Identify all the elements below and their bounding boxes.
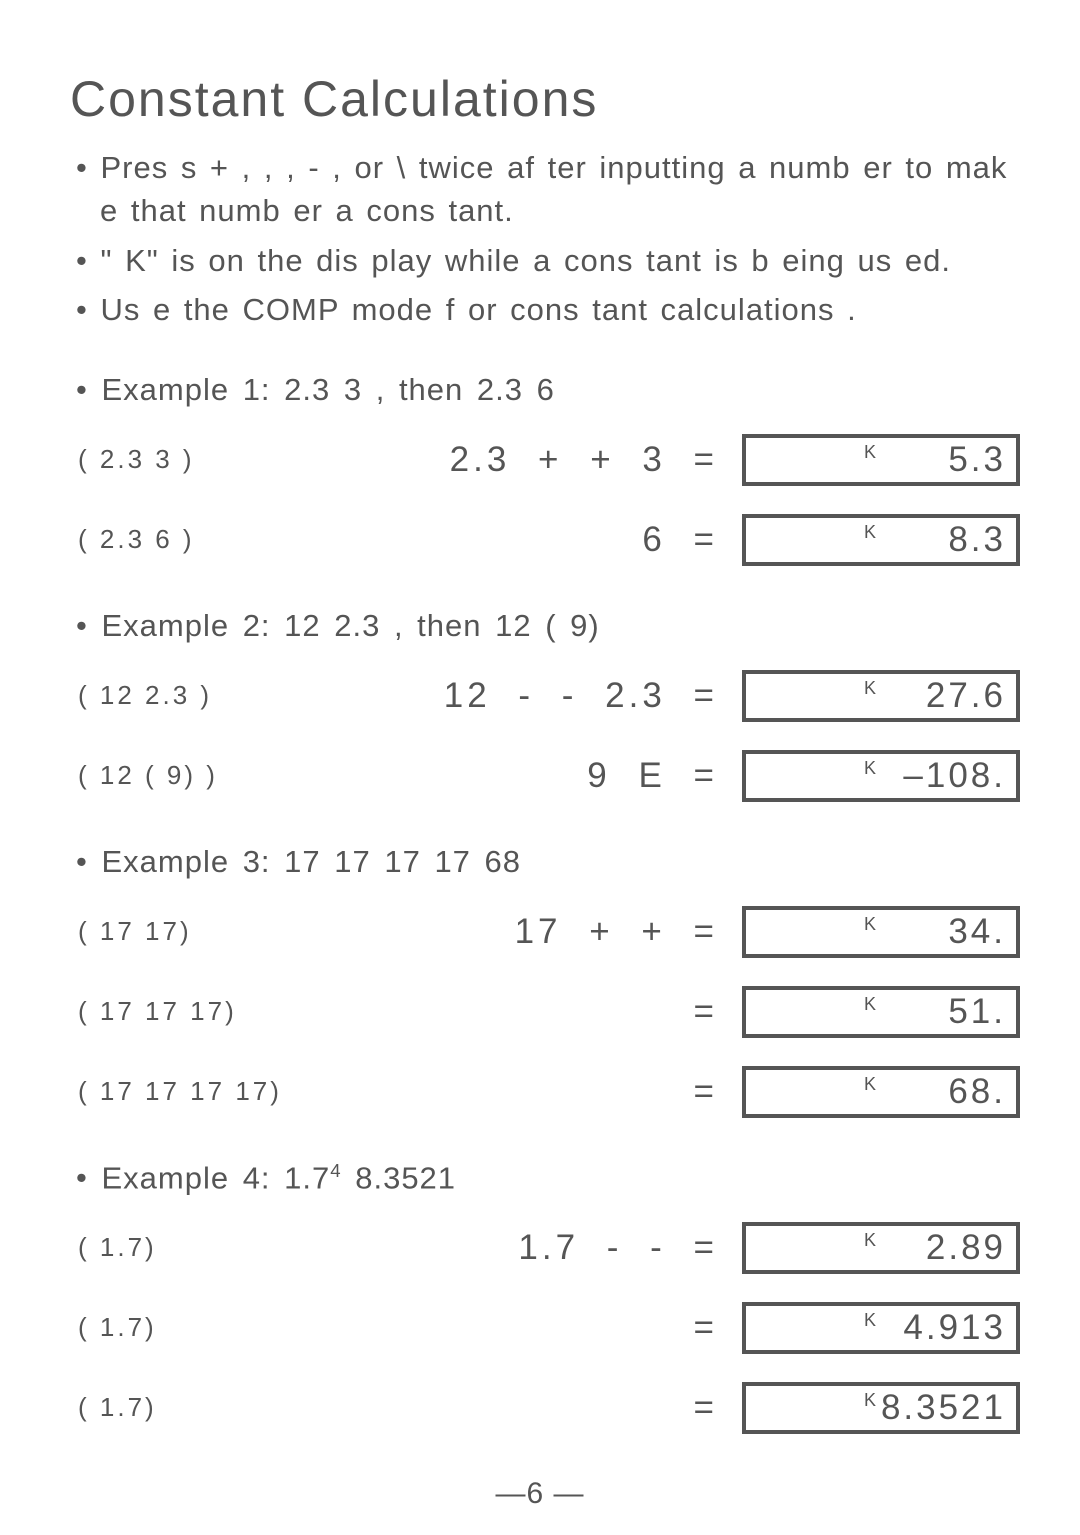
calc-row: ( 17 17 17) = K 51. [70,984,1020,1040]
k-indicator: K [864,1310,876,1331]
key-sequence: 6 = [320,520,742,560]
display-value: 8.3 [948,520,1006,560]
calc-row: ( 1.7) 1.7 - - = K 2.89 [70,1220,1020,1276]
key-sequence: 2.3 + + 3 = [320,440,742,480]
key-sequence: = [320,1388,742,1428]
calc-display: K 51. [742,986,1020,1038]
key-sequence: = [320,1308,742,1348]
display-value: 34. [948,912,1006,952]
display-value: 8.3521 [881,1388,1006,1428]
intro-bullets: Pres s + , , , - , or \ twice af ter inp… [70,146,1020,332]
key-sequence: 9 E = [320,756,742,796]
display-value: 2.89 [926,1228,1006,1268]
k-indicator: K [864,1230,876,1251]
calc-row: ( 12 ( 9) ) 9 E = K –108. [70,748,1020,804]
example-label: Example 4: 1.74 8.3521 [70,1160,1020,1196]
display-value: 68. [948,1072,1006,1112]
paren-expr: ( 1.7) [70,1232,320,1263]
k-indicator: K [864,678,876,699]
calc-row: ( 17 17) 17 + + = K 34. [70,904,1020,960]
k-indicator: K [864,1074,876,1095]
calc-display: K 27.6 [742,670,1020,722]
calc-display: K 8.3521 [742,1382,1020,1434]
calc-display: K 5.3 [742,434,1020,486]
calc-display: K 34. [742,906,1020,958]
k-indicator: K [864,994,876,1015]
k-indicator: K [864,758,876,779]
key-sequence: = [320,1072,742,1112]
calc-row: ( 1.7) = K 8.3521 [70,1380,1020,1436]
bullet-item: Pres s + , , , - , or \ twice af ter inp… [70,146,1020,233]
paren-expr: ( 17 17 17 17) [70,1076,320,1107]
calc-row: ( 2.3 6 ) 6 = K 8.3 [70,512,1020,568]
bullet-item: " K" is on the dis play while a cons tan… [70,239,1020,282]
paren-expr: ( 12 2.3 ) [70,680,320,711]
paren-expr: ( 17 17 17) [70,996,320,1027]
page-title: Constant Calculations [70,70,1020,128]
calc-row: ( 2.3 3 ) 2.3 + + 3 = K 5.3 [70,432,1020,488]
calc-row: ( 1.7) = K 4.913 [70,1300,1020,1356]
key-sequence: 17 + + = [320,912,742,952]
example-label: Example 3: 17 17 17 17 68 [70,844,1020,880]
paren-expr: ( 1.7) [70,1392,320,1423]
k-indicator: K [864,1390,876,1411]
calc-display: K 68. [742,1066,1020,1118]
example-label: Example 2: 12 2.3 , then 12 ( 9) [70,608,1020,644]
calc-row: ( 12 2.3 ) 12 - - 2.3 = K 27.6 [70,668,1020,724]
page-number: —6 — [0,1477,1080,1511]
key-sequence: 1.7 - - = [320,1228,742,1268]
k-indicator: K [864,522,876,543]
display-value: 5.3 [948,440,1006,480]
calc-row: ( 17 17 17 17) = K 68. [70,1064,1020,1120]
display-value: –108. [903,756,1006,796]
paren-expr: ( 2.3 6 ) [70,524,320,555]
key-sequence: = [320,992,742,1032]
key-sequence: 12 - - 2.3 = [320,676,742,716]
paren-expr: ( 1.7) [70,1312,320,1343]
k-indicator: K [864,442,876,463]
paren-expr: ( 2.3 3 ) [70,444,320,475]
paren-expr: ( 17 17) [70,916,320,947]
calc-display: K 8.3 [742,514,1020,566]
calc-display: K 4.913 [742,1302,1020,1354]
example-label: Example 1: 2.3 3 , then 2.3 6 [70,372,1020,408]
calc-display: K –108. [742,750,1020,802]
k-indicator: K [864,914,876,935]
paren-expr: ( 12 ( 9) ) [70,760,320,791]
calc-display: K 2.89 [742,1222,1020,1274]
display-value: 27.6 [926,676,1006,716]
display-value: 51. [948,992,1006,1032]
display-value: 4.913 [903,1308,1006,1348]
bullet-item: Us e the COMP mode f or cons tant calcul… [70,288,1020,331]
